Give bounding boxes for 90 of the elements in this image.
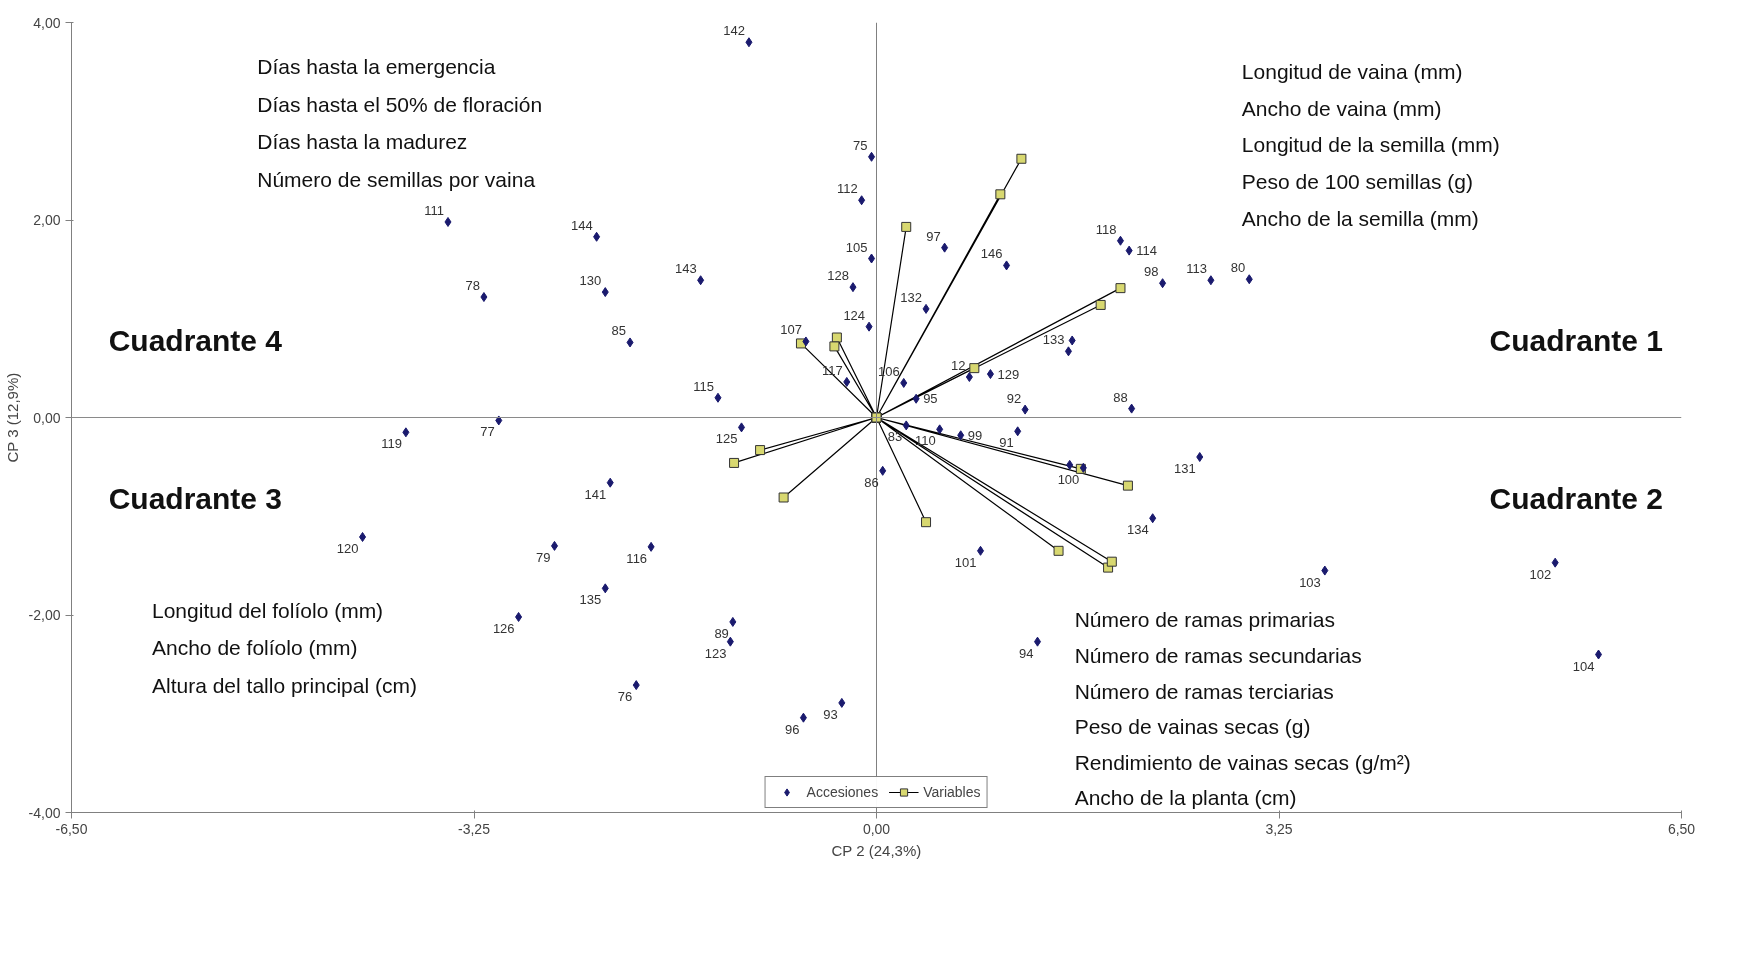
annotation: 91 bbox=[999, 435, 1014, 451]
annotation: 93 bbox=[823, 706, 838, 722]
annotation: Longitud de vaina (mm) bbox=[1241, 60, 1463, 84]
x-tick-label: 6,50 bbox=[1667, 820, 1696, 837]
annotation: 141 bbox=[584, 486, 607, 502]
annotation: 102 bbox=[1529, 566, 1552, 582]
annotation: Ancho de vaina (mm) bbox=[1241, 96, 1442, 120]
annotation: Peso de vainas secas (g) bbox=[1074, 715, 1311, 739]
y-tick-label: 4,00 bbox=[33, 14, 61, 31]
y-tick-label: 0,00 bbox=[33, 409, 61, 426]
annotation: Número de ramas terciarias bbox=[1074, 679, 1334, 703]
annotation: Número de ramas primarias bbox=[1074, 608, 1335, 632]
annotation: 78 bbox=[465, 278, 480, 294]
annotation: 104 bbox=[1572, 658, 1595, 674]
annotation: 96 bbox=[784, 721, 800, 737]
annotation: 76 bbox=[617, 689, 633, 705]
annotation: Días hasta el 50% de floración bbox=[257, 92, 543, 116]
annotation: 131 bbox=[1174, 461, 1196, 476]
annotation: Longitud del folíolo (mm) bbox=[152, 598, 384, 622]
y-tick-label: 2,00 bbox=[33, 212, 61, 228]
annotation: 118 bbox=[1095, 221, 1117, 237]
annotation: 114 bbox=[1136, 243, 1157, 259]
annotation: 85 bbox=[611, 323, 627, 339]
y-tick-label: -2,00 bbox=[28, 607, 61, 623]
annotation: 99 bbox=[967, 427, 983, 443]
annotation: Cuadrante 2 bbox=[1489, 481, 1663, 515]
annotation: Longitud de la semilla (mm) bbox=[1241, 133, 1500, 157]
annotation: 133 bbox=[1042, 332, 1065, 348]
annotation: Altura del tallo principal (cm) bbox=[152, 673, 417, 697]
annotation: 112 bbox=[836, 181, 858, 197]
annotation: 101 bbox=[954, 554, 977, 570]
annotation: Número de ramas secundarias bbox=[1074, 643, 1362, 667]
annotation: Cuadrante 1 bbox=[1489, 323, 1663, 357]
annotation: 88 bbox=[1113, 389, 1128, 405]
annotation: 12 bbox=[950, 358, 966, 374]
annotation: 144 bbox=[570, 217, 593, 233]
annotation: 77 bbox=[480, 424, 495, 440]
annotation: 94 bbox=[1019, 645, 1034, 661]
annotation: 105 bbox=[845, 239, 868, 255]
annotation: 79 bbox=[536, 549, 551, 565]
annotation: 116 bbox=[626, 550, 648, 566]
y-tick-label: -4,00 bbox=[28, 804, 61, 821]
annotation: 100 bbox=[1057, 471, 1080, 487]
annotation: Ancho de la semilla (mm) bbox=[1241, 206, 1479, 230]
annotation: Cuadrante 3 bbox=[108, 481, 283, 515]
annotation: 103 bbox=[1299, 574, 1321, 590]
annotation: Cuadrante 4 bbox=[108, 323, 283, 357]
annotation: Número de semillas por vaina bbox=[257, 168, 536, 192]
annotation: 98 bbox=[1144, 264, 1159, 280]
annotation: 142 bbox=[723, 23, 745, 39]
annotation: 146 bbox=[980, 246, 1003, 262]
x-tick-label: -6,50 bbox=[55, 820, 88, 837]
annotation: Días hasta la madurez bbox=[257, 130, 468, 154]
annotation: 97 bbox=[926, 228, 941, 244]
annotation: 129 bbox=[997, 366, 1020, 382]
annotation: 89 bbox=[714, 625, 729, 641]
annotation: 75 bbox=[853, 137, 868, 153]
annotation: 92 bbox=[1006, 390, 1022, 406]
annotation: Ancho de folíolo (mm) bbox=[152, 636, 358, 660]
annotation: Rendimiento de vainas secas (g/m²) bbox=[1074, 750, 1411, 774]
annotation: 125 bbox=[715, 431, 738, 447]
annotation: 126 bbox=[492, 620, 515, 636]
x-tick-label: -3,25 bbox=[458, 820, 491, 837]
x-tick-label: 0,00 bbox=[862, 820, 891, 837]
annotation: 95 bbox=[923, 391, 938, 407]
annotation: 83 bbox=[887, 429, 903, 445]
legend-label: Variables bbox=[923, 783, 981, 801]
annotation: 119 bbox=[381, 436, 402, 452]
legend-label: Accesiones bbox=[806, 783, 879, 801]
annotation: 80 bbox=[1230, 260, 1246, 276]
x-tick-label: 3,25 bbox=[1265, 820, 1293, 837]
annotation: Ancho de la planta (cm) bbox=[1074, 786, 1297, 810]
annotation: 143 bbox=[674, 261, 697, 277]
annotation: 123 bbox=[704, 645, 727, 661]
x-axis-title: CP 2 (24,3%) bbox=[831, 841, 922, 859]
annotation: Peso de 100 semillas (g) bbox=[1241, 169, 1473, 193]
annotation: 128 bbox=[827, 268, 849, 284]
annotation: 132 bbox=[900, 289, 923, 305]
annotation: Días hasta la emergencia bbox=[257, 55, 496, 79]
annotation: 107 bbox=[780, 322, 802, 338]
annotation: 113 bbox=[1186, 261, 1207, 277]
annotation: 135 bbox=[579, 592, 602, 608]
annotation: 134 bbox=[1126, 522, 1149, 538]
annotation: 120 bbox=[336, 540, 359, 556]
annotation: 130 bbox=[579, 273, 602, 289]
annotation: 115 bbox=[693, 378, 714, 394]
annotation: 111 bbox=[424, 202, 444, 218]
y-axis-title: CP 3 (12,9%) bbox=[3, 372, 21, 463]
annotation: 124 bbox=[843, 307, 866, 323]
annotation: 110 bbox=[914, 433, 936, 449]
